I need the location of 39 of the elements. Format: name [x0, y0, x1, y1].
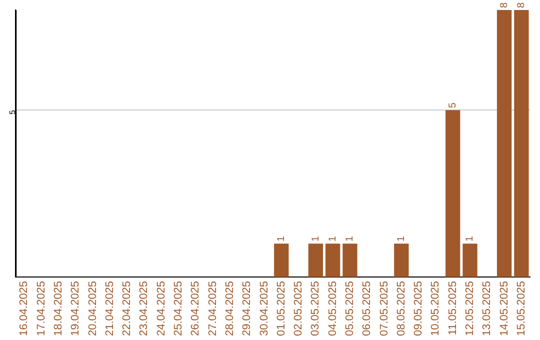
data-label: 1: [396, 236, 408, 242]
x-tick-label: 17.04.2025: [35, 280, 48, 336]
x-tick-label: 27.04.2025: [206, 280, 219, 336]
x-tick-label: 29.04.2025: [241, 280, 254, 336]
data-label: 1: [328, 236, 339, 242]
x-tick-label: 10.05.2025: [430, 280, 442, 336]
x-tick-label: 19.04.2025: [70, 280, 82, 336]
x-tick-label: 30.04.2025: [258, 280, 270, 336]
x-tick-label: 07.05.2025: [378, 280, 390, 336]
x-tick-label: 03.05.2025: [310, 280, 322, 336]
x-tick-label: 05.05.2025: [344, 280, 356, 336]
x-tick-label: 06.05.2025: [361, 280, 374, 336]
x-tick-label: 15.05.2025: [515, 280, 528, 336]
x-tick-label: 21.04.2025: [104, 280, 116, 336]
x-tick-label: 22.04.2025: [121, 280, 134, 336]
x-tick-label: 18.04.2025: [52, 280, 64, 336]
data-label: 8: [516, 2, 528, 8]
data-label: 1: [276, 236, 288, 242]
data-label: 1: [310, 236, 322, 242]
x-tick-label: 11.05.2025: [446, 280, 459, 336]
x-tick-label: 25.04.2025: [172, 280, 185, 336]
data-label: 1: [344, 236, 356, 242]
x-tick-label: 02.05.2025: [292, 280, 305, 336]
x-tick-label: 26.04.2025: [190, 280, 202, 336]
x-tick-label: 13.05.2025: [481, 280, 494, 336]
data-label: 1: [464, 236, 476, 242]
x-tick-label: 08.05.2025: [395, 280, 408, 336]
data-label: 5: [448, 102, 459, 108]
x-tick-label: 16.04.2025: [18, 280, 30, 336]
x-tick-label: 09.05.2025: [412, 280, 425, 336]
x-tick-label: 12.05.2025: [464, 280, 476, 336]
x-tick-label: 14.05.2025: [498, 280, 510, 336]
x-tick-label: 04.05.2025: [326, 280, 339, 336]
x-tick-label: 24.04.2025: [155, 280, 168, 336]
data-label: 8: [499, 2, 510, 8]
x-tick-label: 20.04.2025: [86, 280, 99, 336]
x-tick-label: 28.04.2025: [224, 280, 236, 336]
x-tick-label: 01.05.2025: [275, 280, 288, 336]
x-tick-label: 23.04.2025: [138, 280, 150, 336]
